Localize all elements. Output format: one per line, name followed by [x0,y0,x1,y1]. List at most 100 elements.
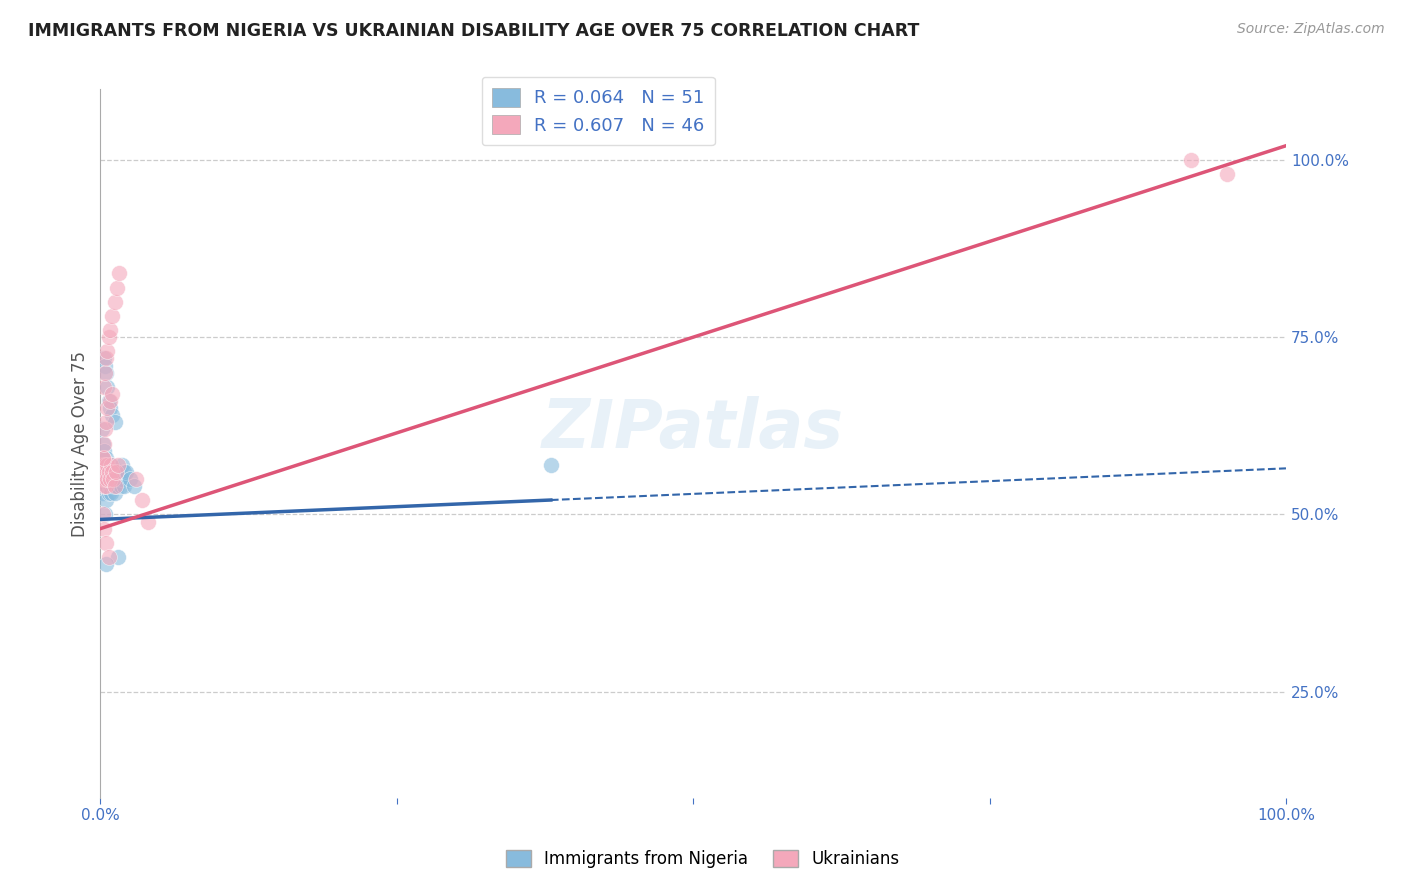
Point [94,359,117,373]
Legend: Immigrants from Nigeria, Ukrainians: Immigrants from Nigeria, Ukrainians [499,843,907,875]
Point [94,472,117,486]
Point [91,465,114,479]
Point [93,443,115,458]
Point [103,415,125,429]
Point [93,465,115,479]
Point [101,387,124,401]
Point [96,415,118,429]
Point [540,458,562,472]
Point [98,479,121,493]
Point [131,493,153,508]
Point [105,479,128,493]
Text: IMMIGRANTS FROM NIGERIA VS UKRAINIAN DISABILITY AGE OVER 75 CORRELATION CHART: IMMIGRANTS FROM NIGERIA VS UKRAINIAN DIS… [28,22,920,40]
Point [103,472,125,486]
Point [103,465,125,479]
Point [93,351,115,366]
Point [101,472,124,486]
Point [96,351,118,366]
Point [93,458,115,472]
Legend: R = 0.064   N = 51, R = 0.607   N = 46: R = 0.064 N = 51, R = 0.607 N = 46 [482,77,716,145]
Point [97,486,120,500]
Point [108,266,131,280]
Point [97,330,120,344]
Point [94,479,117,493]
Point [96,401,118,415]
Point [96,465,118,479]
Point [101,309,124,323]
Point [105,280,128,294]
Point [96,493,118,508]
Point [93,436,115,450]
Point [136,515,159,529]
Point [96,536,118,550]
Point [101,408,124,422]
Point [100,486,122,500]
Point [94,366,117,380]
Point [96,479,118,493]
Point [96,380,118,394]
Point [122,479,145,493]
Point [96,450,118,465]
Point [93,522,115,536]
Point [90,479,112,493]
Point [100,458,122,472]
Text: ZIPatlas: ZIPatlas [543,396,844,462]
Point [96,472,118,486]
Point [112,479,135,493]
Point [104,465,127,479]
Y-axis label: Disability Age Over 75: Disability Age Over 75 [72,351,89,537]
Point [98,323,121,337]
Point [93,380,115,394]
Point [91,450,114,465]
Text: Source: ZipAtlas.com: Source: ZipAtlas.com [1237,22,1385,37]
Point [94,465,117,479]
Point [93,472,115,486]
Point [91,508,114,522]
Point [93,479,115,493]
Point [111,472,134,486]
Point [96,557,118,571]
Point [98,465,121,479]
Point [94,458,117,472]
Point [96,344,118,359]
Point [90,422,112,436]
Point [104,472,127,486]
Point [96,366,118,380]
Point [112,465,135,479]
Point [103,479,125,493]
Point [97,549,120,564]
Point [90,458,112,472]
Point [98,394,121,409]
Point [91,486,114,500]
Point [103,486,125,500]
Point [111,458,134,472]
Point [94,422,117,436]
Point [96,472,118,486]
Point [118,472,141,486]
Point [97,394,120,409]
Point [101,465,124,479]
Point [90,472,112,486]
Point [97,472,120,486]
Point [91,436,114,450]
Point [108,472,131,486]
Point [96,465,118,479]
Point [103,479,125,493]
Point [1180,153,1202,167]
Point [107,465,129,479]
Point [110,479,132,493]
Point [96,458,118,472]
Point [98,472,121,486]
Point [115,465,138,479]
Point [107,458,129,472]
Point [98,401,121,415]
Point [91,450,114,465]
Point [97,465,120,479]
Point [1215,167,1237,181]
Point [101,458,124,472]
Point [125,472,148,486]
Point [90,450,112,465]
Point [107,549,129,564]
Point [91,465,114,479]
Point [103,294,125,309]
